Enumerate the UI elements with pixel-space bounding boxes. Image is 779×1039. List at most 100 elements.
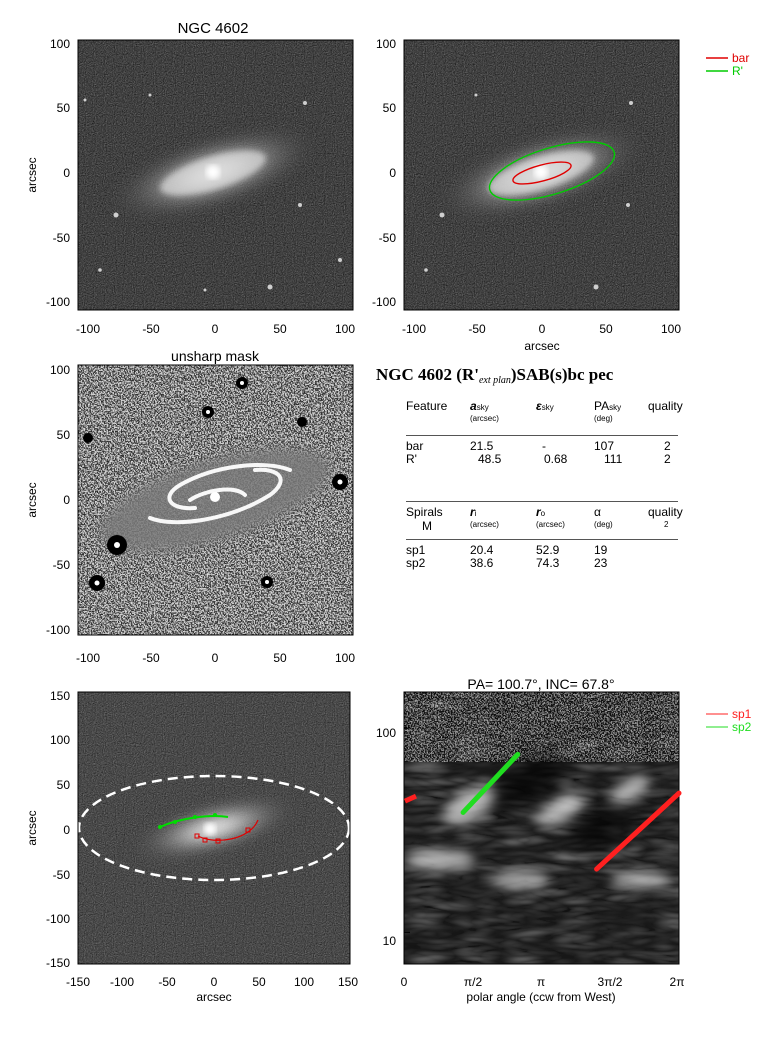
panel-6-yticks: 100 10 <box>376 726 396 948</box>
xtick: 0 <box>212 322 219 336</box>
xtick: 50 <box>599 322 613 336</box>
col-ro-unit: (arcsec) <box>536 520 565 529</box>
xtick: 100 <box>335 651 355 665</box>
panel-6-series <box>403 727 682 933</box>
row-sp1-ri: 20.4 <box>470 543 494 557</box>
xtick: 0 <box>539 322 546 336</box>
row-bar-feature: bar <box>406 439 424 453</box>
panel-6-xticks: 0 π/2 π 3π/2 2π <box>401 975 685 989</box>
col-quality: quality <box>648 399 683 413</box>
ytick: 50 <box>57 428 71 442</box>
panel-6-title: PA= 100.7°, INC= 67.8° <box>467 676 614 692</box>
panel-2-galaxy-image <box>404 40 679 310</box>
row-bar-q: 2 <box>664 439 671 453</box>
ytick: -150 <box>46 956 70 970</box>
panel-2-yticks: 100 50 0 -50 -100 <box>372 37 396 309</box>
row-sp1-name: sp1 <box>406 543 426 557</box>
ytick: 50 <box>57 101 71 115</box>
ytick: 0 <box>63 166 70 180</box>
sp1-fit-line <box>594 790 682 872</box>
panel-3-title: unsharp mask <box>171 348 260 364</box>
ytick: 100 <box>50 37 70 51</box>
xtick: 0 <box>212 651 219 665</box>
col-alpha: α <box>594 505 601 519</box>
row-sp2-name: sp2 <box>406 556 426 570</box>
xtick: 50 <box>273 322 287 336</box>
xtick: π/2 <box>464 975 483 989</box>
legend-bar: bar <box>732 51 749 65</box>
ytick: 100 <box>376 726 396 740</box>
panel-5-xlabel: arcsec <box>196 990 231 1004</box>
ytick: 0 <box>63 823 70 837</box>
col-alpha-unit: (deg) <box>594 520 613 529</box>
xtick: -50 <box>468 322 486 336</box>
row-bar-e: - <box>542 439 546 453</box>
ytick: 50 <box>57 778 71 792</box>
panel-1-yticks: 100 50 0 -50 -100 <box>46 37 70 309</box>
ytick: 0 <box>63 493 70 507</box>
panel-3-ylabel: arcsec <box>25 482 39 517</box>
panel-5-deprojected-image <box>78 692 350 964</box>
col-pa: PA <box>594 399 610 413</box>
r-prime-ellipse <box>488 141 616 201</box>
ytick: 100 <box>50 733 70 747</box>
col-ri: r <box>470 505 475 519</box>
xtick: -50 <box>142 322 160 336</box>
star-blobs <box>83 377 348 591</box>
col-quality-2: quality <box>648 505 683 519</box>
xtick: 0 <box>211 975 218 989</box>
col-m: M <box>422 519 432 533</box>
xtick: π <box>537 975 545 989</box>
xtick: 150 <box>338 975 358 989</box>
col-ri-unit: (arcsec) <box>470 520 499 529</box>
col-a-sub: sky <box>476 403 489 412</box>
col-feature: Feature <box>406 399 448 413</box>
row-bar-pa: 107 <box>594 439 615 453</box>
row-r-feature: R' <box>406 452 417 466</box>
table-features: Feature asky (arcsec) εsky PAsky (deg) q… <box>406 399 706 509</box>
table-heading-sub: ext plan <box>478 375 511 386</box>
panel-1-ylabel: arcsec <box>25 157 39 192</box>
ytick: -100 <box>46 912 70 926</box>
col-quality-2-value: 2 <box>664 520 669 529</box>
row-r-e: 0.68 <box>544 452 568 466</box>
xtick: -100 <box>110 975 134 989</box>
row-r-q: 2 <box>664 452 671 466</box>
panel-6-legend: sp1 sp2 <box>706 707 752 734</box>
ytick: 150 <box>50 689 70 703</box>
col-ro: r <box>536 505 541 519</box>
sp2-fit-line <box>460 751 521 815</box>
table-heading-main: NGC 4602 (R' <box>376 365 479 384</box>
panel-5-xticks: -150 -100 -50 0 50 100 150 <box>66 975 358 989</box>
parameter-table: NGC 4602 (R'ext plan)SAB(s)bc pec Featur… <box>376 365 776 595</box>
table-spirals: Spirals M ri (arcsec) ro (arcsec) α (deg… <box>406 501 706 591</box>
xtick: 100 <box>294 975 314 989</box>
xtick: 2π <box>670 975 685 989</box>
xtick: 50 <box>252 975 266 989</box>
col-spirals: Spirals <box>406 505 443 519</box>
xtick: 100 <box>661 322 681 336</box>
deprojection-ellipse <box>78 774 350 882</box>
row-r-pa: 111 <box>604 452 623 466</box>
panel-1-xticks: -100 -50 0 50 100 <box>76 322 355 336</box>
sp1-fit-line-wrap <box>403 793 418 804</box>
row-sp1-ro: 52.9 <box>536 543 560 557</box>
panel-6-polar-image <box>404 692 679 964</box>
xtick: -50 <box>142 651 160 665</box>
col-e-sub: sky <box>541 403 554 412</box>
xtick: -50 <box>158 975 176 989</box>
row-sp2-ri: 38.6 <box>470 556 494 570</box>
ytick: -50 <box>53 868 71 882</box>
legend-sp1: sp1 <box>732 707 752 721</box>
row-bar-a: 21.5 <box>470 439 494 453</box>
xtick: 50 <box>273 651 287 665</box>
col-pa-sub: sky <box>609 403 622 412</box>
panel-2-legend: bar R' <box>706 51 749 78</box>
col-e: ε <box>536 399 542 413</box>
col-a-unit: (arcsec) <box>470 414 499 423</box>
panel-2-xlabel: arcsec <box>524 339 559 353</box>
ytick: -100 <box>372 295 396 309</box>
row-sp2-ro: 74.3 <box>536 556 560 570</box>
legend-sp2: sp2 <box>732 720 752 734</box>
